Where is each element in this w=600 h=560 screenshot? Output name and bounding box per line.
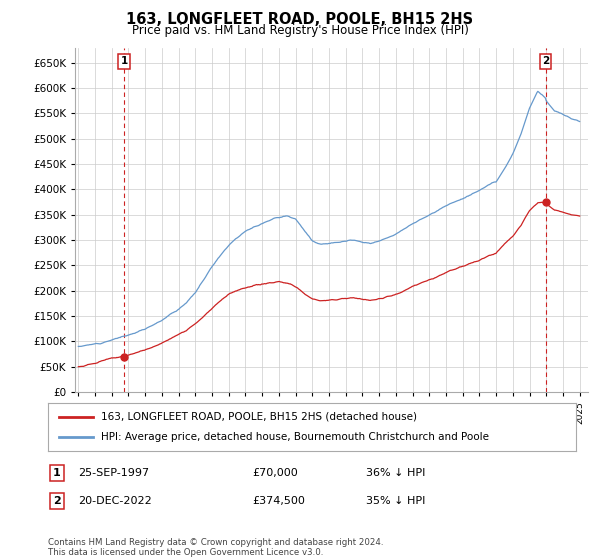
Text: 1: 1 (53, 468, 61, 478)
Text: 1: 1 (121, 57, 128, 67)
Text: 25-SEP-1997: 25-SEP-1997 (78, 468, 149, 478)
Text: 35% ↓ HPI: 35% ↓ HPI (366, 496, 425, 506)
Text: 20-DEC-2022: 20-DEC-2022 (78, 496, 152, 506)
Text: 2: 2 (542, 57, 549, 67)
Text: Price paid vs. HM Land Registry's House Price Index (HPI): Price paid vs. HM Land Registry's House … (131, 24, 469, 36)
Text: £374,500: £374,500 (252, 496, 305, 506)
Text: Contains HM Land Registry data © Crown copyright and database right 2024.
This d: Contains HM Land Registry data © Crown c… (48, 538, 383, 557)
Text: £70,000: £70,000 (252, 468, 298, 478)
Text: 163, LONGFLEET ROAD, POOLE, BH15 2HS: 163, LONGFLEET ROAD, POOLE, BH15 2HS (127, 12, 473, 27)
Text: 163, LONGFLEET ROAD, POOLE, BH15 2HS (detached house): 163, LONGFLEET ROAD, POOLE, BH15 2HS (de… (101, 412, 417, 422)
Text: 2: 2 (53, 496, 61, 506)
Text: 36% ↓ HPI: 36% ↓ HPI (366, 468, 425, 478)
Text: HPI: Average price, detached house, Bournemouth Christchurch and Poole: HPI: Average price, detached house, Bour… (101, 432, 489, 442)
